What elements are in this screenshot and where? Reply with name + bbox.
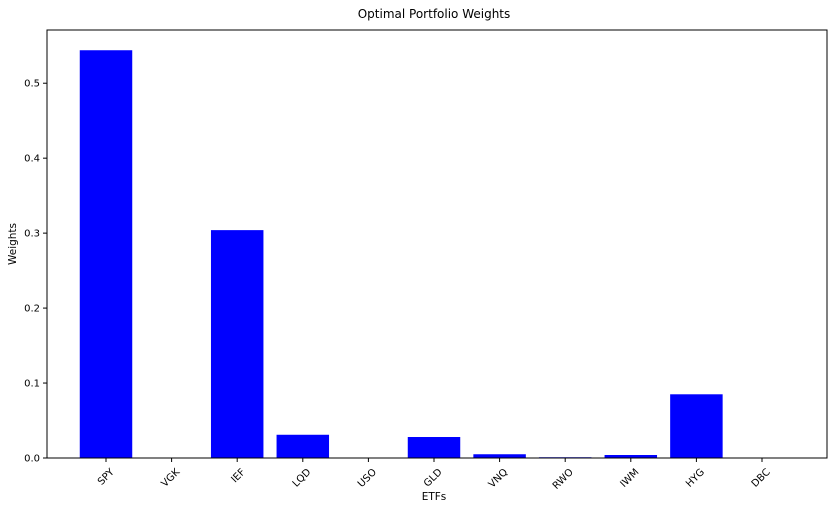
y-tick-label: 0.1 [24, 379, 40, 390]
bar-spy [79, 50, 133, 459]
chart-title: Optimal Portfolio Weights [358, 7, 511, 21]
y-tick-label: 0.2 [24, 304, 40, 315]
bar-iwm [604, 455, 658, 458]
x-axis-label: ETFs [422, 491, 447, 503]
bars-group [79, 50, 723, 459]
y-tick-label: 0.3 [24, 229, 40, 240]
y-tick-label: 0.5 [24, 79, 40, 90]
bar-vnq [473, 454, 526, 458]
bar-gld [407, 437, 461, 458]
y-axis-label: Weights [7, 223, 19, 265]
y-tick-label: 0.0 [24, 454, 40, 465]
plot-frame [46, 29, 828, 459]
bar-lqd [276, 434, 330, 458]
y-tick-label: 0.4 [24, 154, 40, 165]
bar-ief [210, 230, 264, 458]
bar-hyg [670, 394, 723, 458]
y-axis-ticks: 0.0 0.1 0.2 0.3 0.4 0.5 [24, 79, 47, 465]
